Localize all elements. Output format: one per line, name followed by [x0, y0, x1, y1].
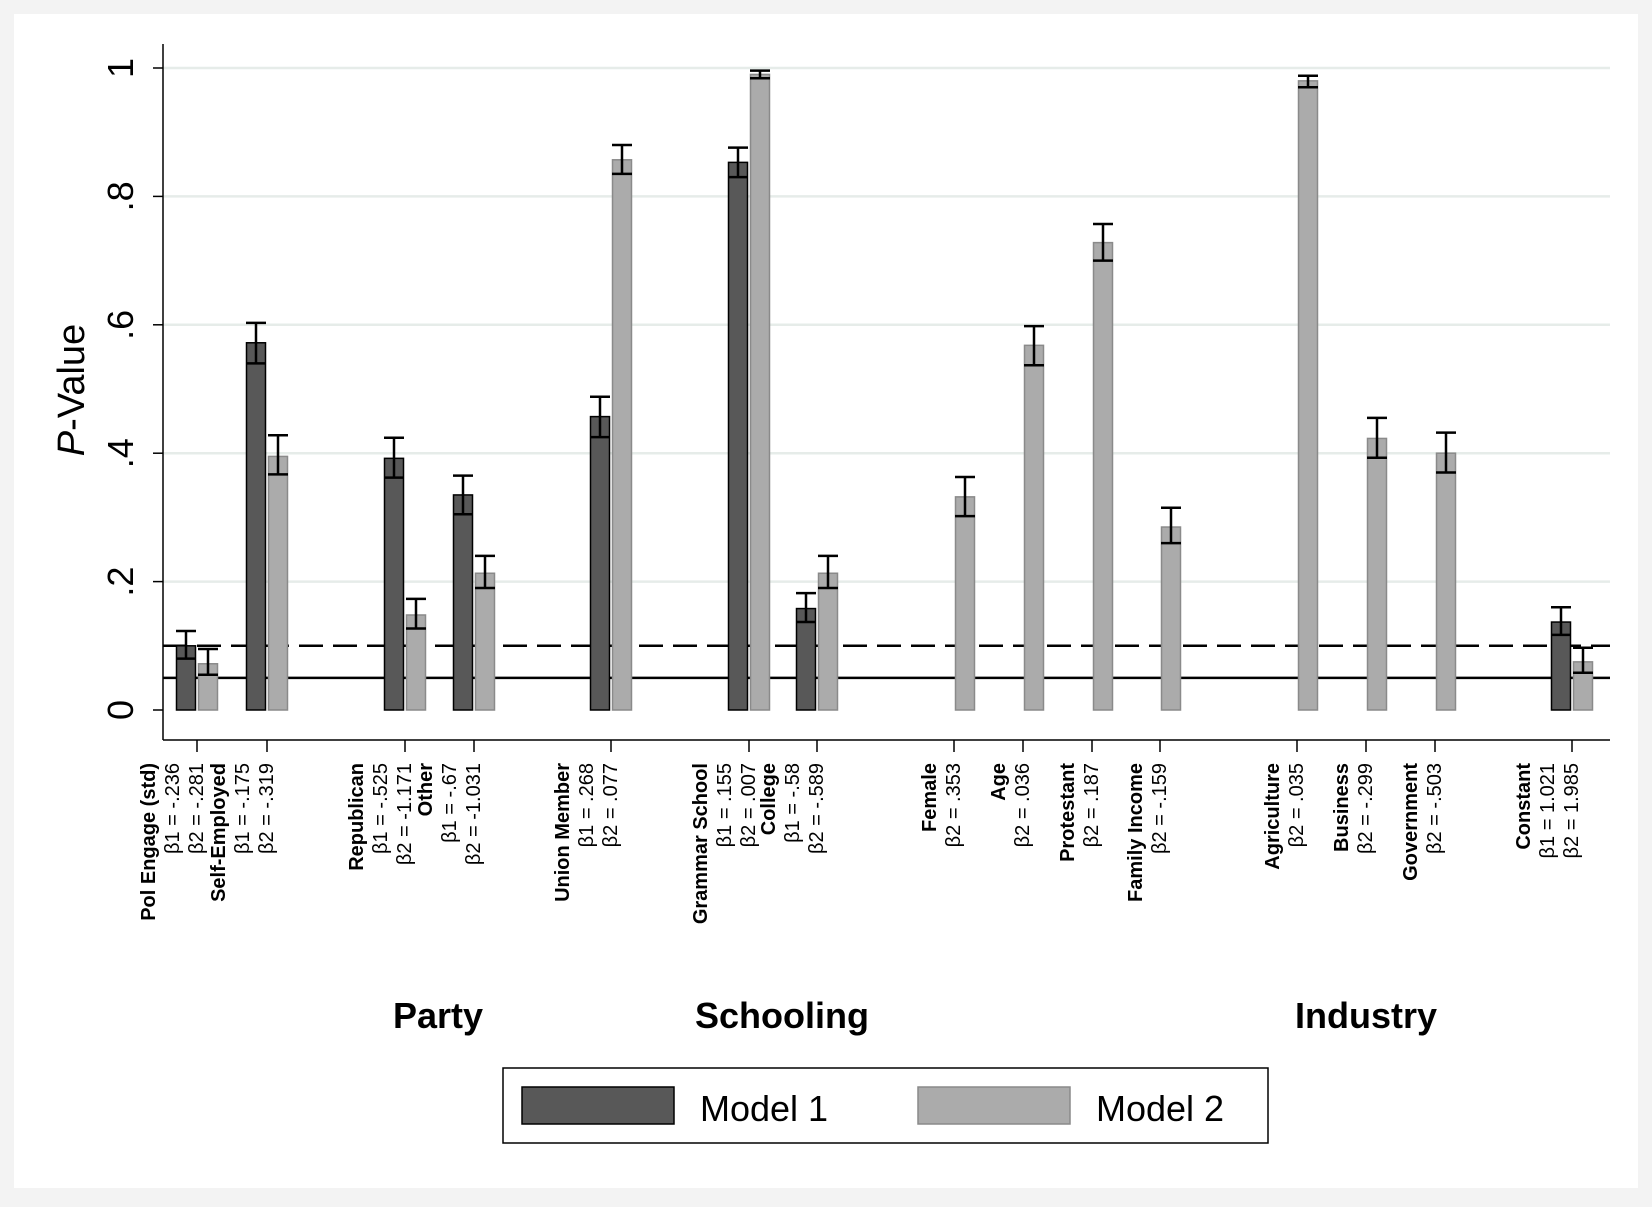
category-label: Pol Engage (std) [138, 763, 160, 921]
bar-model-2 [267, 455, 289, 711]
category-label: Agriculture [1262, 763, 1284, 870]
category-label: Constant [1513, 763, 1535, 850]
y-tick-label: .4 [100, 438, 141, 468]
y-axis-label-italic: P [51, 430, 93, 456]
category-label: Grammar School [690, 763, 712, 924]
bar-model-1 [383, 457, 405, 711]
coefficient-label: β2 = .036 [1012, 763, 1034, 847]
coefficient-label: β2 = -.299 [1355, 763, 1377, 854]
category-label: Other [415, 763, 437, 817]
bar-model-1 [589, 415, 611, 711]
y-axis-label-rest: -Value [51, 324, 93, 431]
category-label: College [758, 763, 780, 835]
coefficient-label: β2 = 1.985 [1561, 763, 1583, 858]
coefficient-label: β2 = .187 [1081, 763, 1103, 847]
coefficient-label: β1 = .268 [576, 763, 598, 847]
category-label: Union Member [552, 763, 574, 902]
coefficient-label: β2 = -1.171 [394, 763, 416, 865]
group-label-schooling: Schooling [695, 995, 869, 1036]
bars [175, 69, 1594, 711]
category-label: Age [988, 763, 1010, 801]
coefficient-label: β1 = -.58 [782, 763, 804, 843]
legend-swatch-model-2 [917, 1086, 1071, 1125]
legend: Model 1 Model 2 [502, 1067, 1269, 1144]
group-label-industry: Industry [1295, 995, 1437, 1036]
category-label: Business [1331, 763, 1353, 852]
coefficient-label: β2 = -.589 [806, 763, 828, 854]
bar-model-2 [1160, 526, 1182, 711]
coefficient-label: β2 = -.281 [186, 763, 208, 854]
coefficient-label: β2 = -.319 [256, 763, 278, 854]
coefficient-label: β2 = .353 [943, 763, 965, 847]
bar-model-1 [245, 342, 267, 711]
y-ticks: 0 .2 .4 .6 .8 1 [100, 58, 163, 720]
bar-model-2 [1297, 80, 1319, 711]
bar-model-2 [817, 572, 839, 711]
bar-model-2 [1092, 241, 1114, 711]
y-tick-label: .8 [100, 181, 141, 211]
bar-model-1 [452, 494, 474, 711]
legend-label-model-1: Model 1 [700, 1088, 828, 1129]
legend-swatch-model-1 [521, 1086, 675, 1125]
y-tick-label: .6 [100, 310, 141, 340]
coefficient-label: β2 = -.159 [1149, 763, 1171, 854]
y-tick-label: 0 [100, 700, 141, 720]
bar-model-1 [727, 161, 749, 711]
category-label: Female [919, 763, 941, 832]
coefficient-label: β1 = -.236 [162, 763, 184, 854]
bar-model-1 [795, 607, 817, 711]
bar-model-2 [611, 159, 633, 711]
category-label: Self-Employed [208, 763, 230, 902]
category-label: Government [1400, 763, 1422, 881]
category-label: Protestant [1057, 763, 1079, 862]
y-axis-label: P-Value [51, 324, 93, 456]
coefficient-label: β2 = -.503 [1424, 763, 1446, 854]
coefficient-label: β2 = .007 [738, 763, 760, 847]
category-labels: Pol Engage (std) β1 = -.236 β2 = -.281 Self… [138, 763, 1583, 925]
category-label: Family Income [1125, 763, 1147, 902]
legend-label-model-2: Model 2 [1096, 1088, 1224, 1129]
category-label: Republican [346, 763, 368, 871]
coefficient-label: β2 = -1.031 [463, 763, 485, 865]
bar-model-2 [954, 496, 976, 711]
coefficient-label: β1 = -.175 [232, 763, 254, 854]
coefficient-label: β1 = -.67 [439, 763, 461, 843]
coefficient-label: β1 = -.525 [370, 763, 392, 854]
x-ticks [196, 740, 1573, 752]
coefficient-label: β2 = .035 [1286, 763, 1308, 847]
coefficient-label: β2 = .077 [600, 763, 622, 847]
bar-model-2 [1366, 437, 1388, 711]
coefficient-label: β1 = .155 [714, 763, 736, 847]
y-tick-label: 1 [100, 58, 141, 78]
group-label-party: Party [393, 995, 483, 1036]
bar-model-2 [1435, 452, 1457, 711]
bar-model-2 [474, 572, 496, 711]
coefficient-label: β1 = 1.021 [1537, 763, 1559, 858]
bar-model-2 [1023, 344, 1045, 711]
y-tick-label: .2 [100, 567, 141, 597]
bar-model-2 [749, 73, 771, 711]
